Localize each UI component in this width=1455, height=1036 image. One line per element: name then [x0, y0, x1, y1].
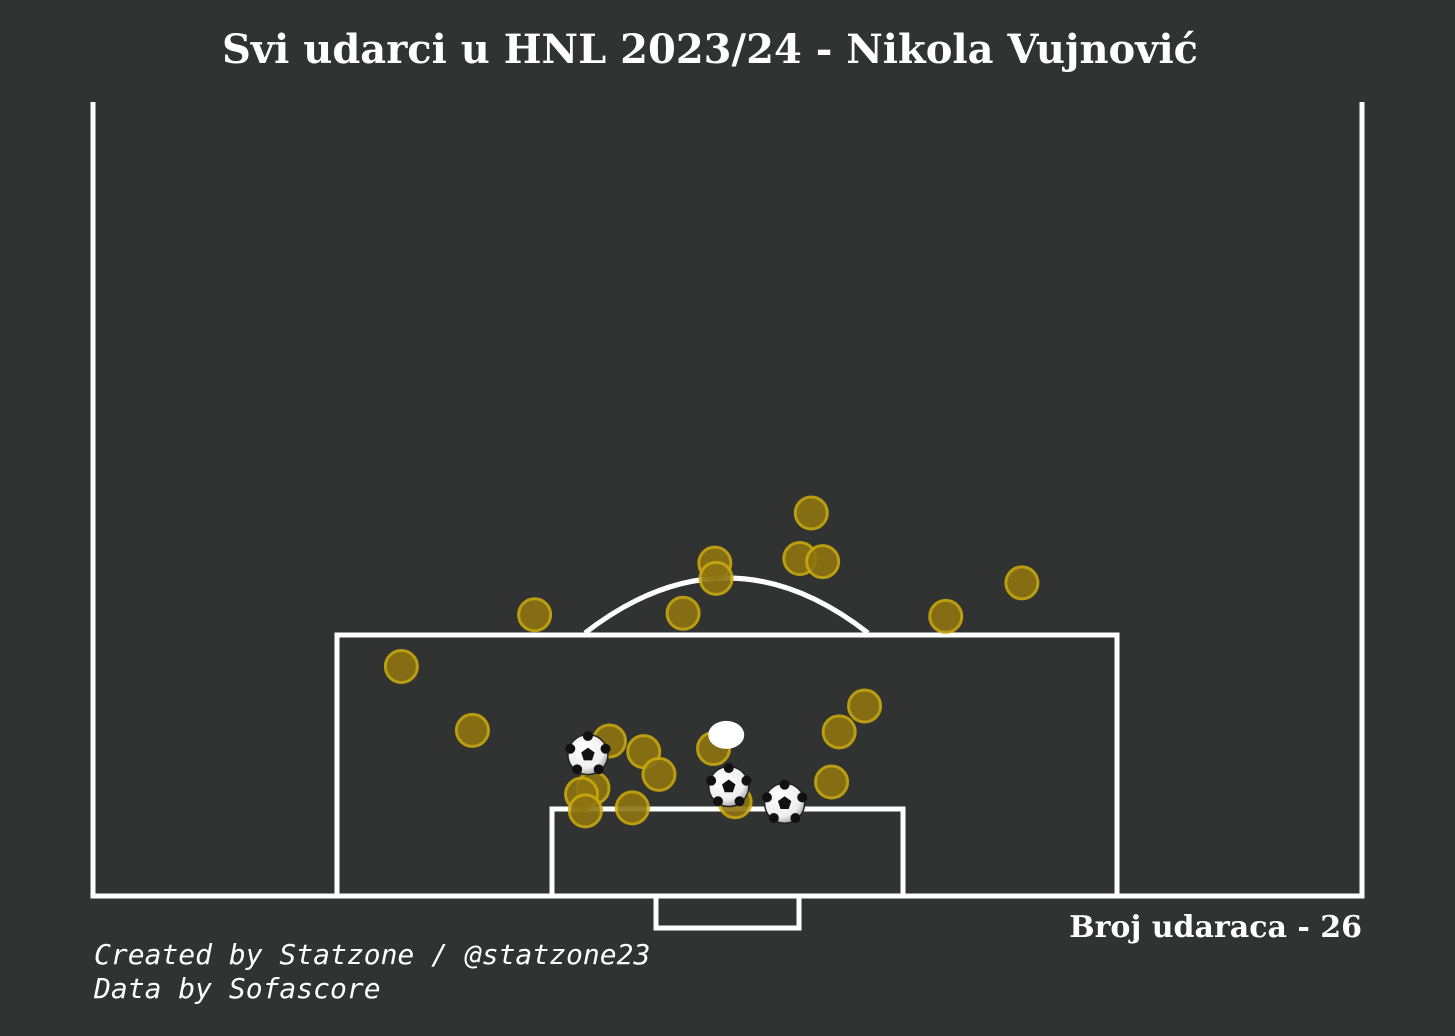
shot-count-label: Broj udaraca - 26 — [1069, 908, 1362, 948]
ball-edge-patch — [790, 813, 800, 823]
shot-marker — [700, 562, 732, 594]
shot-marker — [385, 650, 417, 682]
shot-marker — [616, 792, 648, 824]
ball-edge-patch — [572, 764, 582, 774]
ball-edge-patch — [769, 813, 779, 823]
shot-marker — [456, 714, 488, 746]
shot-marker — [569, 795, 601, 827]
ball-edge-patch — [594, 764, 604, 774]
shot-marker — [816, 766, 848, 798]
shot-marker — [795, 497, 827, 529]
ball-edge-patch — [762, 792, 772, 802]
shot-marker — [667, 597, 699, 629]
ball-edge-patch — [565, 744, 575, 754]
ball-edge-patch — [724, 763, 734, 773]
shot-marker — [930, 600, 962, 632]
shot-marker — [807, 546, 839, 578]
ball-edge-patch — [780, 780, 790, 790]
goal — [656, 896, 799, 928]
shot-marker — [849, 690, 881, 722]
shot-marker — [823, 716, 855, 748]
shot-marker — [1006, 567, 1038, 599]
shots-layer — [385, 497, 1038, 827]
shot-marker — [519, 599, 551, 631]
ball-edge-patch — [797, 792, 807, 802]
ball-edge-patch — [583, 731, 593, 741]
ball-edge-patch — [713, 796, 723, 806]
credits-created-by: Created by Statzone / @statzone23 — [94, 938, 650, 972]
ball-edge-patch — [706, 776, 716, 786]
highlight-marker — [708, 721, 744, 749]
ball-edge-patch — [735, 796, 745, 806]
ball-edge-patch — [601, 744, 611, 754]
shot-marker — [643, 758, 675, 790]
goal-marker — [762, 780, 807, 824]
credits-data-source: Data by Sofascore — [94, 972, 650, 1006]
credits: Created by Statzone / @statzone23 Data b… — [94, 938, 650, 1006]
six-yard-box — [552, 809, 903, 896]
ball-edge-patch — [741, 776, 751, 786]
